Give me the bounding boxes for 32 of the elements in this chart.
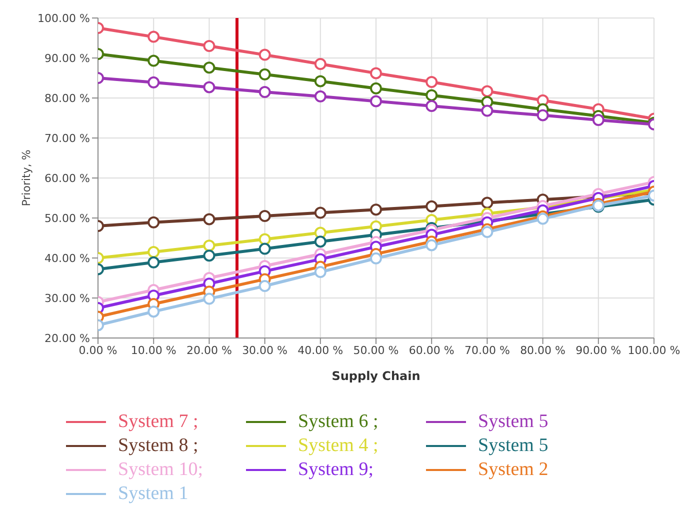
legend-label: System 2 xyxy=(478,458,548,482)
x-tick-label: 10.00 % xyxy=(130,344,176,357)
y-tick-label: 60.00 % xyxy=(44,172,90,185)
legend-label: System 5 xyxy=(478,410,548,434)
y-tick-label: 80.00 % xyxy=(44,92,90,105)
y-tick-label: 100.00 % xyxy=(38,12,90,25)
legend-label: System 6 ; xyxy=(298,410,378,434)
x-tick-label: 40.00 % xyxy=(298,344,344,357)
x-tick-label: 100.00 % xyxy=(628,344,680,357)
legend-label: System 10; xyxy=(118,458,203,482)
x-tick-label: 50.00 % xyxy=(353,344,399,357)
y-tick-label: 90.00 % xyxy=(44,52,90,65)
x-tick-label: 80.00 % xyxy=(520,344,566,357)
x-tick-label: 30.00 % xyxy=(242,344,288,357)
legend-label: System 4 ; xyxy=(298,434,378,458)
x-tick-label: 90.00 % xyxy=(576,344,622,357)
legend-label: System 7 ; xyxy=(118,410,198,434)
legend-label: System 8 ; xyxy=(118,434,198,458)
y-tick-label: 40.00 % xyxy=(44,252,90,265)
x-tick-label: 60.00 % xyxy=(408,344,454,357)
y-tick-label: 20.00 % xyxy=(44,332,90,345)
x-axis-title: Supply Chain xyxy=(332,369,420,383)
legend-label: System 5 xyxy=(478,434,548,458)
y-tick-label: 70.00 % xyxy=(44,132,90,145)
y-axis-title: Priority, % xyxy=(20,150,33,206)
y-tick-label: 30.00 % xyxy=(44,292,90,305)
x-tick-label: 0.00 % xyxy=(78,344,118,357)
x-tick-label: 20.00 % xyxy=(186,344,232,357)
legend-label: System 1 xyxy=(118,482,188,506)
legend-label: System 9; xyxy=(298,458,374,482)
y-tick-label: 50.00 % xyxy=(44,212,90,225)
x-tick-label: 70.00 % xyxy=(464,344,510,357)
